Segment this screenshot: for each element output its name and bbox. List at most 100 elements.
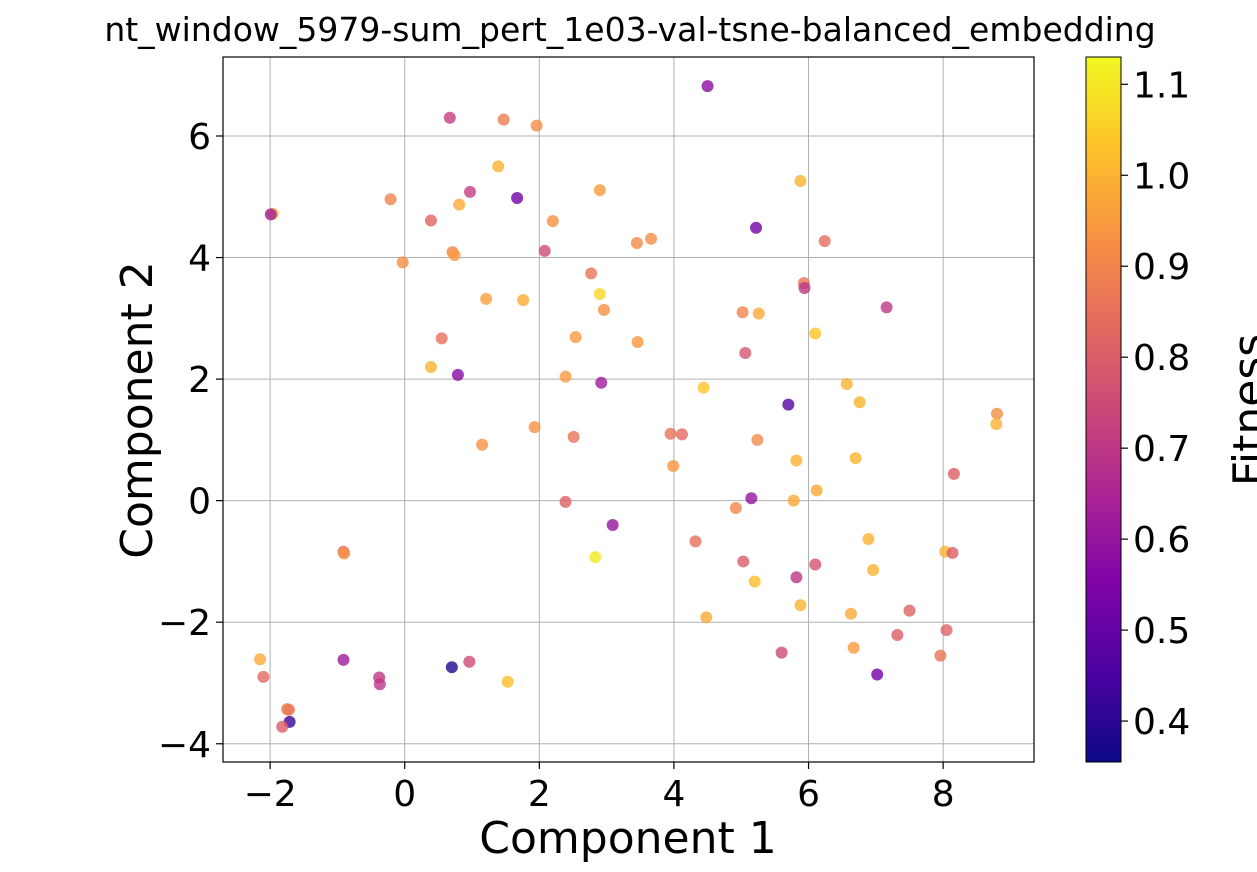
scatter-point [589, 551, 602, 564]
scatter-point [748, 575, 761, 588]
scatter-point [891, 628, 904, 641]
scatter-point [810, 484, 823, 497]
colorbar [1085, 56, 1122, 763]
scatter-point [606, 518, 619, 531]
scatter-point [593, 288, 606, 301]
scatter-point [729, 501, 742, 514]
scatter-point [257, 670, 270, 683]
scatter-point [384, 193, 397, 206]
scatter-point [818, 235, 831, 248]
x-tick-label: 4 [662, 774, 685, 815]
scatter-point [630, 236, 643, 249]
colorbar-tick-label: 0.9 [1133, 247, 1190, 288]
x-axis-ticks: −2 0 2 4 6 8 [244, 762, 955, 815]
colorbar-tick-label: 1.0 [1133, 156, 1190, 197]
scatter-point [530, 119, 543, 132]
scatter-point [787, 494, 800, 507]
scatter-point [501, 675, 514, 688]
scatter-point [476, 438, 489, 451]
scatter-point [631, 336, 644, 349]
scatter-point [338, 547, 351, 560]
scatter-point [373, 678, 386, 691]
x-tick-label: −2 [244, 774, 297, 815]
scatter-point [453, 198, 466, 211]
scatter-point [701, 80, 714, 93]
y-tick-label: 0 [188, 482, 211, 523]
chart-title: nt_window_5979-sum_pert_1e03-val-tsne-ba… [104, 10, 1155, 49]
scatter-point [569, 331, 582, 344]
scatter-point [809, 558, 822, 571]
scatter-point [595, 376, 608, 389]
scatter-point [585, 267, 598, 280]
scatter-point [463, 655, 476, 668]
scatter-point [538, 244, 551, 257]
scatter-point [737, 555, 750, 568]
scatter-point [794, 599, 807, 612]
y-axis-label: Component 2 [112, 261, 163, 558]
scatter-point [745, 492, 758, 505]
scatter-point [775, 646, 788, 659]
scatter-point [492, 160, 505, 173]
scatter-point [451, 368, 464, 381]
colorbar-tick-label: 0.4 [1133, 702, 1190, 743]
scatter-point [750, 221, 763, 234]
scatter-point [264, 208, 277, 221]
scatter-point [645, 232, 658, 245]
scatter-point [809, 327, 822, 340]
scatter-point [739, 346, 752, 359]
colorbar-ticks: 0.4 0.5 0.6 0.7 0.8 0.9 1.0 1.1 [1121, 65, 1190, 743]
scatter-point [782, 398, 795, 411]
scatter-point [424, 360, 437, 373]
x-axis-label: Component 1 [479, 813, 776, 864]
colorbar-tick-label: 0.6 [1133, 520, 1190, 561]
scatter-point [435, 332, 448, 345]
plot-frame [222, 56, 1035, 763]
scatter-point [990, 407, 1003, 420]
scatter-point [794, 174, 807, 187]
scatter-point [689, 535, 702, 548]
x-tick-label: 2 [528, 774, 551, 815]
scatter-point [697, 381, 710, 394]
scatter-point [664, 427, 677, 440]
scatter-point [567, 430, 580, 443]
scatter-point [947, 467, 960, 480]
scatter-point [445, 661, 458, 674]
scatter-point [254, 653, 267, 666]
colorbar-tick-label: 0.7 [1133, 429, 1190, 470]
scatter-point [903, 604, 916, 617]
colorbar-tick-label: 0.5 [1133, 611, 1190, 652]
scatter-point [396, 256, 409, 269]
scatter-point [559, 370, 572, 383]
scatter-point [676, 428, 689, 441]
scatter-point [853, 396, 866, 409]
scatter-point [700, 611, 713, 624]
scatter-point [862, 532, 875, 545]
x-tick-label: 6 [797, 774, 820, 815]
scatter-point [597, 303, 610, 316]
scatter-point [559, 495, 572, 508]
scatter-point [946, 546, 959, 559]
scatter-point [751, 433, 764, 446]
scatter-point [847, 641, 860, 654]
y-tick-label: 2 [188, 360, 211, 401]
y-tick-label: 4 [188, 239, 211, 280]
scatter-point [528, 421, 541, 434]
scatter-point [790, 571, 803, 584]
scatter-point [480, 292, 493, 305]
x-tick-label: 0 [393, 774, 416, 815]
scatter-point [667, 460, 680, 473]
x-tick-label: 8 [932, 774, 955, 815]
scatter-point [934, 649, 947, 662]
colorbar-tick-label: 0.8 [1133, 338, 1190, 379]
scatter-point [546, 215, 559, 228]
scatter-point [990, 418, 1003, 431]
scatter-point [736, 306, 749, 319]
scatter-point [840, 377, 853, 390]
scatter-point [752, 307, 765, 320]
scatter-point [497, 113, 510, 126]
scatter-point [867, 563, 880, 576]
y-tick-label: −4 [158, 725, 211, 766]
data-points [254, 80, 1003, 733]
scatter-point [844, 607, 857, 620]
